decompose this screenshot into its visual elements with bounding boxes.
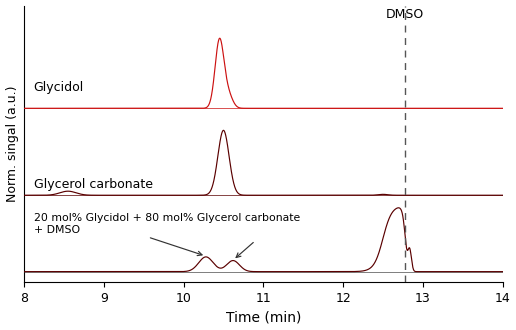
Y-axis label: Norm. singal (a.u.): Norm. singal (a.u.) (6, 85, 19, 202)
Text: Glycerol carbonate: Glycerol carbonate (34, 179, 153, 191)
Text: 20 mol% Glycidol + 80 mol% Glycerol carbonate
+ DMSO: 20 mol% Glycidol + 80 mol% Glycerol carb… (34, 213, 300, 235)
X-axis label: Time (min): Time (min) (225, 311, 301, 324)
Text: DMSO: DMSO (386, 8, 424, 21)
Text: Glycidol: Glycidol (34, 81, 84, 94)
